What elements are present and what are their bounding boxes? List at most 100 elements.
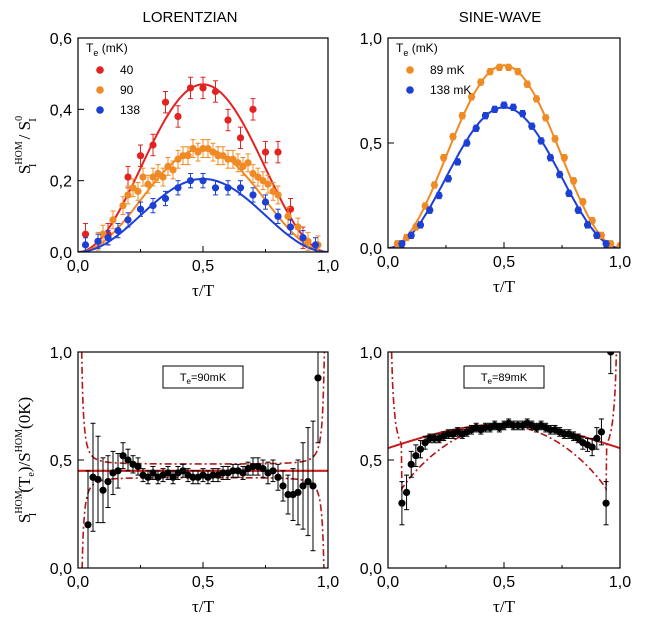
- data-point: [269, 467, 277, 475]
- data-point: [421, 439, 429, 447]
- legend-label: 40: [120, 63, 134, 77]
- data-point: [161, 194, 170, 203]
- data-point: [570, 177, 578, 185]
- data-point: [602, 240, 610, 248]
- data-point: [224, 155, 232, 163]
- data-point: [124, 456, 132, 464]
- x-tick-label: 0,5: [493, 574, 515, 591]
- data-point: [412, 452, 420, 460]
- data-point: [407, 460, 415, 468]
- data-point: [144, 473, 152, 481]
- data-point: [454, 158, 462, 166]
- data-point: [109, 216, 117, 224]
- x-tick-label: 0,5: [192, 258, 214, 275]
- data-point: [259, 177, 267, 185]
- annotation-text: Te=90mK: [180, 372, 227, 386]
- band-up: [80, 352, 326, 465]
- legend-marker: [406, 66, 414, 74]
- data-point: [219, 152, 227, 160]
- data-point: [467, 93, 476, 101]
- data-point: [119, 202, 127, 210]
- data-point: [509, 103, 517, 111]
- data-point: [249, 105, 257, 113]
- data-point: [588, 443, 596, 451]
- data-point: [124, 191, 132, 199]
- x-tick-label: 0,5: [493, 254, 515, 271]
- data-point: [119, 452, 127, 460]
- ylabel-bottom: SHOMI(Te)/SHOM(0K): [14, 397, 39, 523]
- data-point: [607, 352, 615, 356]
- panel-top-left: 0,0 0,5 1,0 0,0 0,2 0,4 0,6 τ/T Te (mK) 40 90 138: [50, 31, 339, 300]
- ylabel-bottom-rest2: )/S: [15, 452, 34, 472]
- data-point: [179, 467, 187, 475]
- data-point: [602, 499, 610, 507]
- data-point: [398, 499, 406, 507]
- data-point: [426, 206, 434, 214]
- ylabel-bottom-sup2: HOM: [14, 429, 25, 452]
- data-point: [104, 234, 112, 242]
- data-point: [463, 139, 471, 147]
- data-point: [94, 237, 102, 245]
- y-tick-label: 1,0: [50, 345, 72, 362]
- data-point: [204, 144, 212, 153]
- plot-area: [388, 63, 620, 248]
- data-point: [537, 137, 545, 145]
- data-point: [229, 155, 237, 163]
- data-point: [500, 101, 508, 109]
- data-point: [236, 184, 245, 192]
- data-point: [229, 467, 237, 475]
- x-tick-label: 1,0: [609, 574, 631, 591]
- data-point: [593, 434, 601, 442]
- data-point: [523, 80, 531, 88]
- y-tick-label: 0,0: [50, 245, 72, 262]
- data-point: [546, 154, 555, 162]
- data-point: [124, 216, 132, 224]
- x-tick-label: 0,0: [377, 574, 399, 591]
- data-point: [124, 173, 132, 181]
- series-data: [84, 352, 322, 568]
- data-point: [189, 473, 197, 481]
- data-point: [174, 112, 182, 121]
- band-curve: [390, 352, 618, 491]
- data-point: [430, 181, 438, 189]
- data-point: [149, 141, 157, 149]
- x-tick-label: 0,5: [192, 574, 214, 591]
- data-point: [199, 84, 207, 92]
- data-point: [254, 173, 262, 181]
- data-point: [249, 462, 257, 471]
- ylabel-top-main: S: [15, 165, 34, 174]
- data-point: [149, 173, 157, 181]
- data-point: [224, 184, 232, 192]
- data-point: [164, 469, 172, 477]
- legend-label: 138 mK: [430, 83, 471, 97]
- data-point: [421, 202, 429, 210]
- data-point: [304, 237, 312, 245]
- svg-text:SHOMI(Te)/SHOM(0K): SHOMI(Te)/SHOM(0K): [14, 397, 39, 523]
- data-point: [616, 242, 620, 248]
- data-point: [199, 177, 207, 185]
- data-point: [279, 482, 287, 490]
- panel-top-right: 0,0 0,5 1,0 0,0 0,5 1,0 τ/T Te (mK) 89 mK 138 mK: [360, 31, 631, 296]
- data-point: [565, 189, 573, 197]
- data-point: [551, 135, 559, 143]
- data-point: [505, 63, 513, 71]
- data-point: [154, 169, 162, 178]
- data-point: [481, 112, 490, 120]
- ylabel-top-sup: HOM: [14, 141, 25, 164]
- legend-label: 89 mK: [430, 63, 465, 77]
- data-point: [236, 134, 245, 142]
- data-point: [398, 240, 406, 248]
- title-lorentzian: LORENTZIAN: [142, 9, 237, 26]
- data-point: [249, 191, 257, 199]
- x-tick-label: 1,0: [317, 574, 339, 591]
- x-axis-label: τ/T: [192, 597, 215, 616]
- y-tick-label: 0,6: [50, 31, 72, 48]
- ylabel-top-rest: / S: [15, 121, 34, 144]
- data-point: [542, 114, 550, 122]
- ylabel-bottom-main: S: [15, 514, 34, 523]
- data-point: [184, 152, 192, 160]
- data-point: [294, 488, 302, 496]
- band-down: [81, 476, 325, 568]
- y-tick-label: 0,5: [360, 453, 382, 470]
- annotation-text: Te=89mK: [481, 372, 528, 386]
